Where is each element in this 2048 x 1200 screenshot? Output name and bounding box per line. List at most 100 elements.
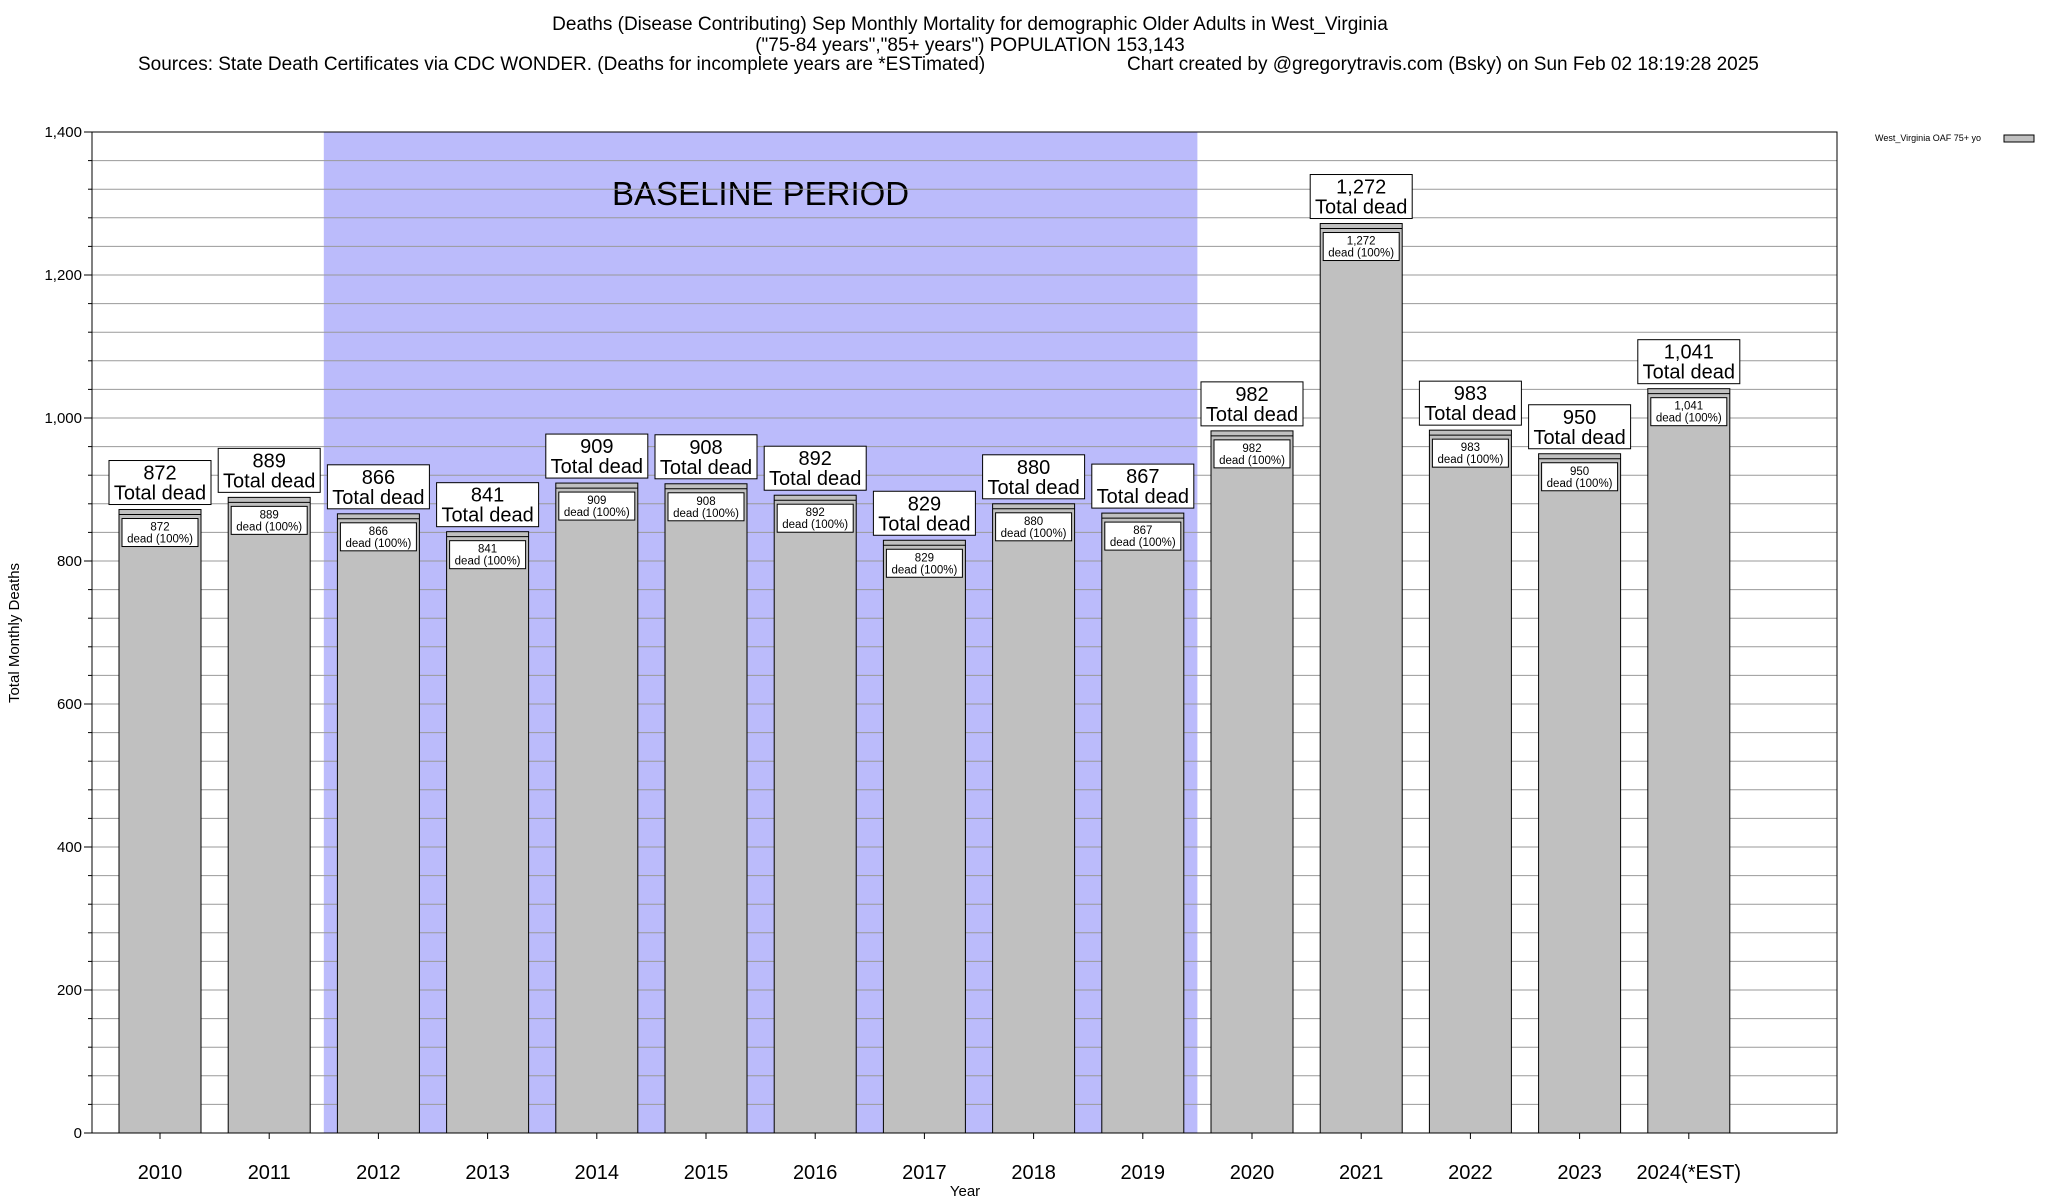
inner-dead-label: dead (100%) xyxy=(891,564,957,576)
bar-2024(*EST) xyxy=(1647,388,1731,1134)
total-dead-label: Total dead xyxy=(1206,404,1298,426)
inner-dead-label: dead (100%) xyxy=(127,534,193,546)
x-tick-label: 2011 xyxy=(248,1162,291,1184)
x-tick-label: 2012 xyxy=(356,1162,401,1184)
total-label-box xyxy=(108,460,212,506)
inner-label-box xyxy=(776,503,854,533)
total-value-label: 1,041 xyxy=(1664,342,1714,364)
y-axis-label: Total Monthly Deaths xyxy=(6,563,23,703)
inner-value-label: 889 xyxy=(260,509,279,521)
total-label-box xyxy=(545,433,649,479)
inner-dead-label: dead (100%) xyxy=(345,538,411,550)
bar-2010 xyxy=(118,509,202,1134)
inner-value-label: 841 xyxy=(478,544,497,556)
x-tick-label: 2022 xyxy=(1448,1162,1493,1184)
bar-2011 xyxy=(227,496,311,1134)
chart-credit: Chart created by @gregorytravis.com (Bsk… xyxy=(1127,54,1759,75)
inner-dead-label: dead (100%) xyxy=(1110,537,1176,549)
x-tick-label: 2013 xyxy=(465,1162,510,1184)
total-value-label: 866 xyxy=(362,467,395,489)
inner-value-label: 867 xyxy=(1133,525,1152,537)
total-label-box xyxy=(1200,381,1304,427)
inner-value-label: 950 xyxy=(1570,466,1589,478)
total-dead-label: Total dead xyxy=(223,470,315,492)
bar-2017 xyxy=(882,539,966,1134)
inner-value-label: 982 xyxy=(1242,443,1261,455)
inner-label-box xyxy=(1322,232,1400,262)
inner-dead-label: dead (100%) xyxy=(1001,528,1067,540)
total-label-box xyxy=(326,464,430,510)
total-dead-label: Total dead xyxy=(878,513,970,535)
total-dead-label: Total dead xyxy=(114,483,206,505)
bar-2023 xyxy=(1538,453,1622,1134)
y-tick-label: 0 xyxy=(74,1125,82,1142)
bar-2016 xyxy=(773,494,857,1134)
bar-2018 xyxy=(992,503,1076,1134)
inner-dead-label: dead (100%) xyxy=(1219,455,1285,467)
inner-value-label: 866 xyxy=(369,526,388,538)
total-label-box xyxy=(1091,463,1195,509)
total-dead-label: Total dead xyxy=(551,456,643,478)
total-value-label: 829 xyxy=(908,493,941,515)
total-value-label: 1,272 xyxy=(1336,177,1386,199)
total-value-label: 892 xyxy=(799,448,832,470)
total-dead-label: Total dead xyxy=(1315,197,1407,219)
total-label-box xyxy=(654,434,758,480)
y-tick-label: 1,200 xyxy=(44,267,82,284)
chart-title-line-1: Deaths (Disease Contributing) Sep Monthl… xyxy=(552,14,1388,35)
legend-label: West_Virginia OAF 75+ yo xyxy=(1875,133,1981,143)
baseline-period-label: BASELINE PERIOD xyxy=(612,175,909,212)
inner-dead-label: dead (100%) xyxy=(1547,478,1613,490)
inner-label-box xyxy=(339,522,417,552)
total-label-box xyxy=(1528,404,1632,450)
total-value-label: 872 xyxy=(143,463,176,485)
y-tick-label: 600 xyxy=(57,696,82,713)
y-tick-label: 200 xyxy=(57,982,82,999)
x-tick-label: 2010 xyxy=(138,1162,183,1184)
total-dead-label: Total dead xyxy=(1533,427,1625,449)
total-dead-label: Total dead xyxy=(987,477,1079,499)
inner-value-label: 829 xyxy=(915,552,934,564)
total-value-label: 841 xyxy=(471,485,504,507)
inner-value-label: 908 xyxy=(696,496,715,508)
y-tick-label: 1,400 xyxy=(44,124,82,141)
bar-2020 xyxy=(1210,430,1294,1134)
legend-swatch xyxy=(2003,134,2035,143)
total-label-box xyxy=(217,447,321,493)
total-label-box xyxy=(763,445,867,491)
legend: West_Virginia OAF 75+ yo xyxy=(1875,133,2035,143)
total-dead-label: Total dead xyxy=(769,468,861,490)
y-tick-label: 1,000 xyxy=(44,410,82,427)
inner-value-label: 1,041 xyxy=(1674,401,1703,413)
total-dead-label: Total dead xyxy=(1643,362,1735,384)
inner-value-label: 909 xyxy=(587,495,606,507)
inner-dead-label: dead (100%) xyxy=(236,521,302,533)
total-label-box xyxy=(1418,380,1522,426)
inner-dead-label: dead (100%) xyxy=(1437,454,1503,466)
x-tick-label: 2014 xyxy=(575,1162,620,1184)
total-value-label: 908 xyxy=(689,437,722,459)
inner-dead-label: dead (100%) xyxy=(673,508,739,520)
x-tick-label: 2023 xyxy=(1557,1162,1602,1184)
x-tick-label: 2024(*EST) xyxy=(1637,1162,1742,1184)
inner-label-box xyxy=(230,505,308,535)
total-value-label: 867 xyxy=(1126,466,1159,488)
inner-label-box xyxy=(558,491,636,521)
x-tick-label: 2021 xyxy=(1339,1162,1384,1184)
inner-dead-label: dead (100%) xyxy=(1328,248,1394,260)
inner-label-box xyxy=(667,492,745,522)
bar-2022 xyxy=(1428,429,1512,1134)
total-dead-label: Total dead xyxy=(441,505,533,527)
plot-frame xyxy=(91,131,1838,1134)
bar-2015 xyxy=(664,483,748,1134)
x-tick-label: 2015 xyxy=(684,1162,729,1184)
total-dead-label: Total dead xyxy=(1097,486,1189,508)
inner-dead-label: dead (100%) xyxy=(564,507,630,519)
inner-dead-label: dead (100%) xyxy=(1656,413,1722,425)
total-label-box xyxy=(436,482,540,528)
total-value-label: 909 xyxy=(580,436,613,458)
axis-layer: 0 200 400 600 800 1,000 1,200 1,400 2010 2011 2012… xyxy=(44,124,1838,1184)
chart-title: Deaths (Disease Contributing) Sep Monthl… xyxy=(0,14,1940,56)
total-dead-label: Total dead xyxy=(1424,403,1516,425)
